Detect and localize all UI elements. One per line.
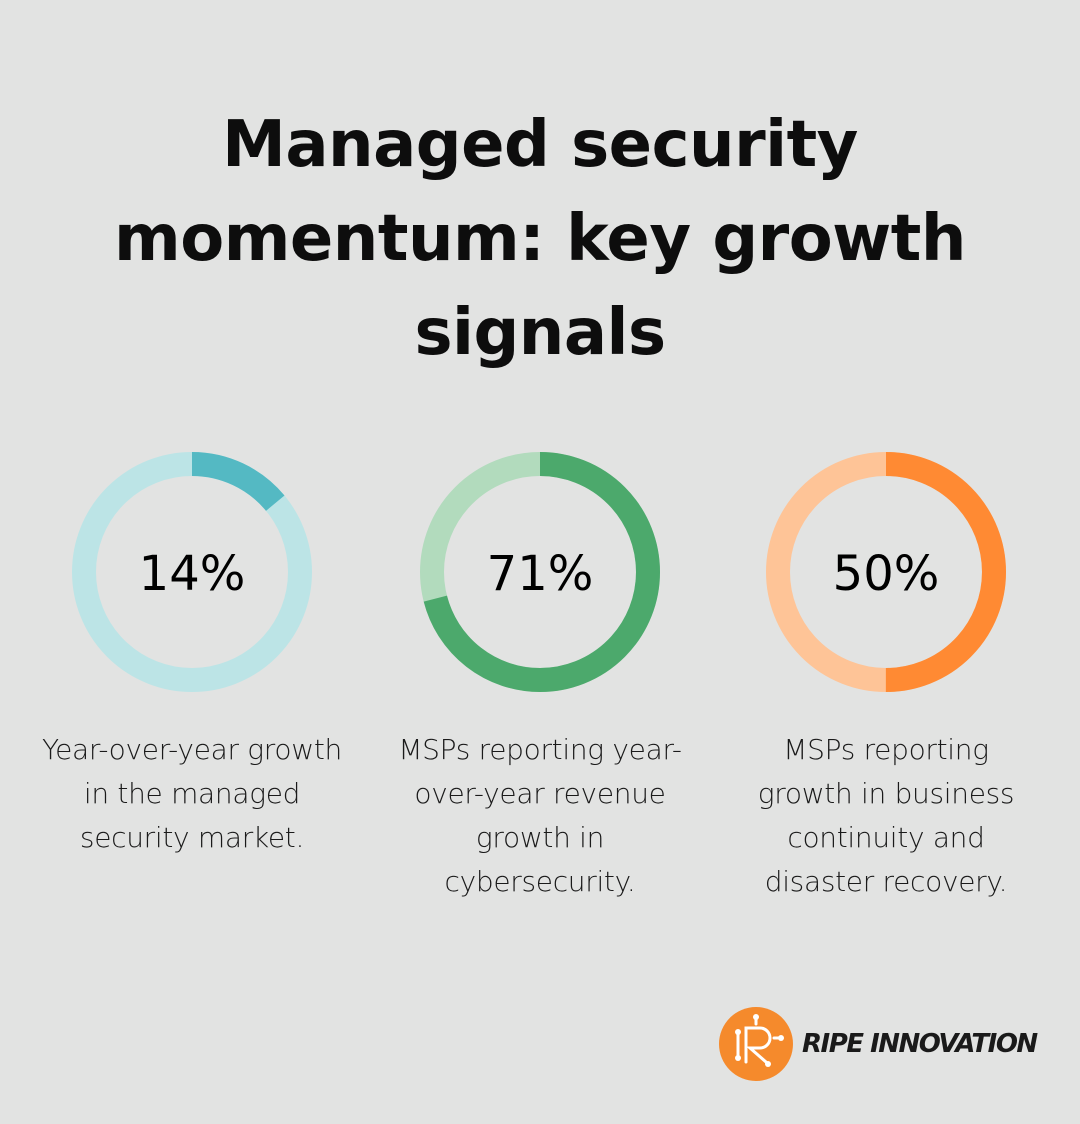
donut-value-label: 50% (833, 546, 940, 602)
donut-caption: MSPs reporting growth in business contin… (757, 733, 1015, 898)
donut-fill (420, 452, 660, 692)
donut-caption: MSPs reporting year-over-year revenue gr… (398, 733, 682, 898)
donut-card-market-growth: 14% Year-over-year growth in the managed… (42, 450, 342, 860)
donut-value-label: 14% (139, 546, 246, 602)
donut-chart-market-growth: 14% (72, 452, 312, 692)
brand-name: RIPE INNOVATION (802, 1029, 1038, 1059)
donut-card-bcdr-growth: 50% MSPs reporting growth in business co… (736, 450, 1036, 904)
donut-fill (72, 452, 312, 692)
circuit-r-logo-icon (719, 1007, 793, 1081)
brand-logo: RIPE INNOVATION (716, 1004, 1038, 1084)
donut-chart-bcdr-growth: 50% (766, 452, 1006, 692)
donut-fill (766, 452, 1006, 692)
donut-chart-msp-revenue: 71% (420, 452, 660, 692)
donut-value-label: 71% (487, 546, 594, 602)
donut-caption: Year-over-year growth in the managed sec… (42, 733, 342, 854)
donut-card-msp-revenue: 71% MSPs reporting year-over-year revenu… (390, 450, 690, 904)
page-title: Managed security momentum: key growth si… (114, 108, 966, 370)
